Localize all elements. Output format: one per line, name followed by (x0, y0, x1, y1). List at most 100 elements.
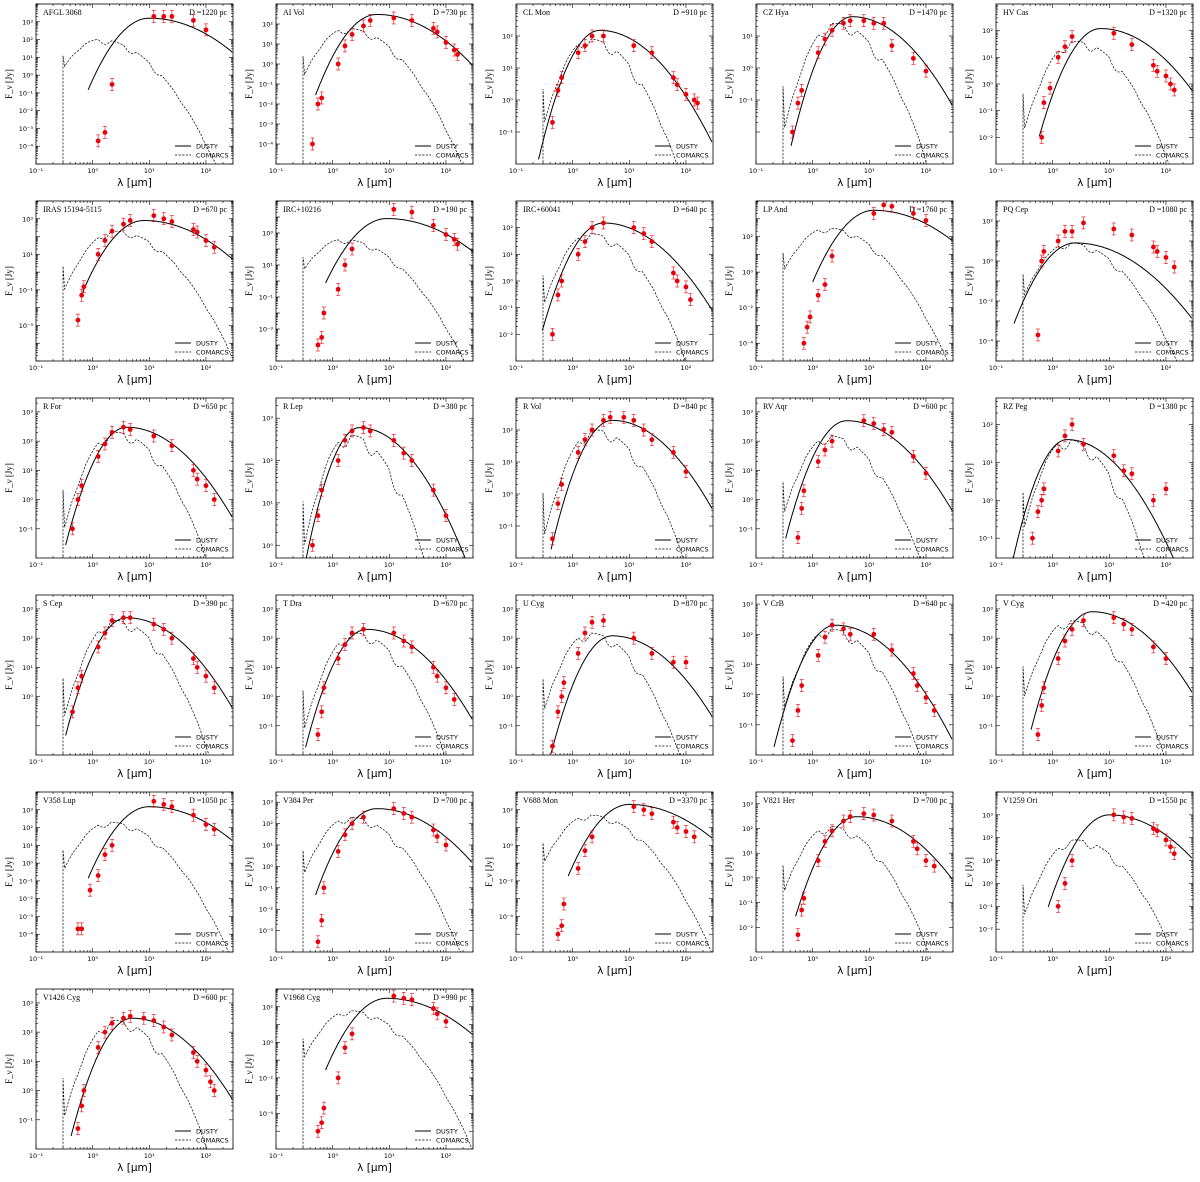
y-tick-label: 10⁻¹ (979, 535, 994, 543)
y-axis-label: F_ν [Jy] (4, 660, 14, 690)
observation-point (1070, 855, 1075, 867)
observation-point (583, 236, 588, 248)
y-tick-label: 10³ (22, 605, 33, 613)
distance-label: D =420 pc (1153, 599, 1187, 608)
legend-comarcs-label: COMARCS (436, 546, 469, 554)
x-tick-label: 10² (201, 758, 212, 766)
observation-point (343, 639, 348, 651)
observation-point (316, 510, 321, 522)
x-tick-label: 10⁰ (327, 364, 338, 372)
dusty-model-line (551, 420, 712, 549)
observation-point (631, 414, 636, 426)
observation-point (409, 206, 414, 218)
legend-comarcs-label: COMARCS (916, 152, 949, 160)
x-tick-label: 10⁻¹ (269, 1152, 284, 1160)
observation-point (559, 691, 564, 703)
y-tick-label: 10⁻³ (259, 121, 274, 129)
observation-point (1172, 261, 1177, 273)
x-axis-label: λ [μm] (837, 374, 872, 386)
y-axis-label: F_ν [Jy] (724, 660, 734, 690)
observation-point (631, 222, 636, 234)
observation-point (361, 20, 366, 32)
y-tick-label: 10⁻² (739, 924, 754, 932)
observation-point (310, 138, 315, 150)
observation-point (1063, 635, 1068, 647)
observation-point (316, 936, 321, 948)
x-tick-label: 10⁰ (807, 561, 818, 569)
star-name: R Vol (523, 402, 542, 411)
y-tick-label: 10⁻¹ (499, 523, 514, 531)
observation-point (169, 1029, 174, 1041)
observation-point (823, 631, 828, 643)
y-tick-label: 10⁻⁴ (499, 913, 514, 921)
x-tick-label: 10⁰ (1047, 758, 1058, 766)
x-tick-label: 10⁻¹ (749, 167, 764, 175)
y-tick-label: 10⁻² (499, 877, 514, 885)
observation-point (561, 898, 566, 910)
y-tick-label: 10¹ (262, 41, 273, 49)
star-name: CL Mon (523, 8, 550, 17)
y-axis-label: F_ν [Jy] (244, 660, 254, 690)
observation-point (81, 281, 86, 293)
observation-point (141, 1012, 146, 1024)
y-axis-label: F_ν [Jy] (484, 69, 494, 99)
observation-point (76, 314, 81, 326)
x-tick-label: 10⁻¹ (269, 364, 284, 372)
observation-point (316, 98, 321, 110)
x-tick-label: 10⁰ (87, 561, 98, 569)
observation-point (550, 533, 555, 545)
observation-point (796, 929, 801, 941)
legend-dusty-label: DUSTY (676, 734, 698, 742)
observation-point (336, 653, 341, 665)
y-tick-label: 10⁻¹ (739, 899, 754, 907)
x-axis-label: λ [μm] (357, 571, 392, 583)
observation-point (576, 248, 581, 260)
y-tick-label: 10⁰ (982, 497, 993, 505)
y-tick-label: 10² (982, 421, 993, 429)
y-axis-label: F_ν [Jy] (244, 857, 254, 887)
y-axis-label: F_ν [Jy] (244, 69, 254, 99)
y-tick-label: 10⁻³ (19, 125, 34, 133)
x-tick-label: 10⁰ (327, 167, 338, 175)
y-axis-label: F_ν [Jy] (484, 266, 494, 296)
y-tick-label: 10² (262, 635, 273, 643)
x-axis-label: λ [μm] (117, 177, 152, 189)
legend-comarcs-label: COMARCS (676, 743, 709, 751)
observation-point (103, 126, 108, 138)
x-tick-label: 10⁰ (567, 364, 578, 372)
distance-label: D =1080 pc (1149, 205, 1187, 214)
observation-point (1041, 97, 1046, 109)
observation-point (343, 1042, 348, 1054)
observation-point (861, 415, 866, 427)
legend-dusty-label: DUSTY (1156, 734, 1178, 742)
observation-point (76, 1123, 81, 1135)
star-name: V1259 Ori (1003, 796, 1038, 805)
observation-point (79, 923, 84, 935)
x-tick-label: 10² (921, 364, 932, 372)
plot-frame (516, 4, 713, 164)
dusty-model-line (88, 18, 232, 90)
distance-label: D =640 pc (913, 599, 947, 608)
y-tick-label: 10³ (22, 999, 33, 1007)
observation-point (1063, 877, 1068, 889)
observation-point (1070, 623, 1075, 635)
y-tick-label: 10³ (22, 18, 33, 26)
x-tick-label: 10⁻¹ (509, 561, 524, 569)
observation-point (601, 30, 606, 42)
y-tick-label: 10⁻¹ (979, 903, 994, 911)
x-tick-label: 10⁰ (567, 561, 578, 569)
distance-label: D =3370 pc (669, 796, 707, 805)
x-axis-label: λ [μm] (1077, 177, 1112, 189)
y-tick-label: 10⁻³ (19, 322, 34, 330)
y-tick-label: 10⁻¹ (259, 81, 274, 89)
observation-point (559, 478, 564, 490)
observation-point (391, 627, 396, 639)
distance-label: D =650 pc (193, 402, 227, 411)
